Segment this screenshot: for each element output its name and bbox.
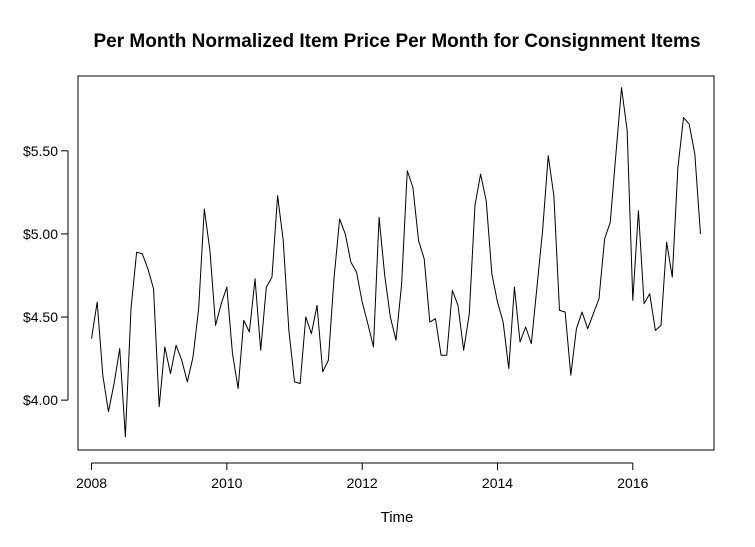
chart-title: Per Month Normalized Item Price Per Mont… (93, 31, 700, 52)
series-group (91, 87, 701, 438)
x-tick-label: 2016 (617, 475, 648, 491)
x-tick-label: 2012 (347, 475, 378, 491)
y-tick-label: $4.50 (23, 309, 58, 325)
x-axis-label: Time (381, 509, 414, 526)
y-axis: $4.00 $4.50 $5.00 $5.50 (23, 143, 69, 408)
x-tick-label: 2010 (211, 475, 242, 491)
y-tick-label: $4.00 (23, 392, 58, 408)
y-tick-label: $5.00 (23, 226, 58, 242)
plot-frame (77, 75, 715, 451)
y-tick-label: $5.50 (23, 143, 58, 159)
x-tick-label: 2008 (76, 475, 107, 491)
series-line (91, 87, 701, 438)
x-axis: 2008 2010 2012 2014 2016 (76, 462, 649, 491)
x-tick-label: 2014 (482, 475, 513, 491)
